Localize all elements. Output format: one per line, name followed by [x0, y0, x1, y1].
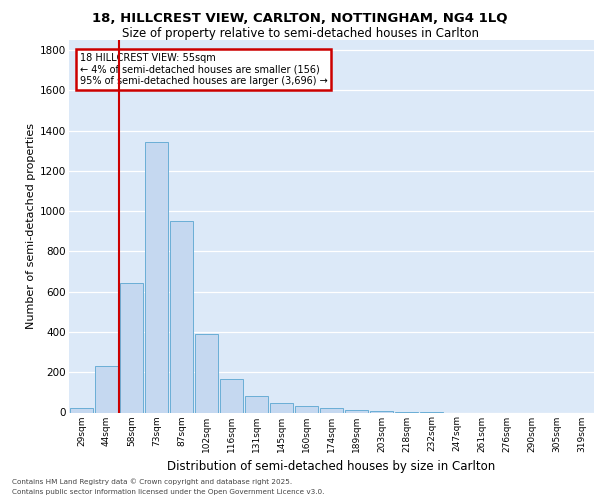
Text: 18 HILLCREST VIEW: 55sqm
← 4% of semi-detached houses are smaller (156)
95% of s: 18 HILLCREST VIEW: 55sqm ← 4% of semi-de… — [79, 53, 327, 86]
Y-axis label: Number of semi-detached properties: Number of semi-detached properties — [26, 123, 36, 329]
Text: 18, HILLCREST VIEW, CARLTON, NOTTINGHAM, NG4 1LQ: 18, HILLCREST VIEW, CARLTON, NOTTINGHAM,… — [92, 12, 508, 26]
Text: Contains HM Land Registry data © Crown copyright and database right 2025.: Contains HM Land Registry data © Crown c… — [12, 478, 292, 485]
Bar — [145, 142, 168, 412]
Bar — [95, 366, 118, 412]
Bar — [295, 406, 318, 412]
Text: Contains public sector information licensed under the Open Government Licence v3: Contains public sector information licen… — [12, 489, 325, 495]
X-axis label: Distribution of semi-detached houses by size in Carlton: Distribution of semi-detached houses by … — [167, 460, 496, 473]
Bar — [70, 408, 93, 412]
Bar — [320, 408, 343, 412]
Text: Size of property relative to semi-detached houses in Carlton: Size of property relative to semi-detach… — [121, 28, 479, 40]
Bar — [170, 221, 193, 412]
Bar — [345, 410, 368, 412]
Bar — [120, 282, 143, 412]
Bar — [195, 334, 218, 412]
Bar — [220, 380, 243, 412]
Bar — [270, 404, 293, 412]
Bar — [245, 396, 268, 412]
